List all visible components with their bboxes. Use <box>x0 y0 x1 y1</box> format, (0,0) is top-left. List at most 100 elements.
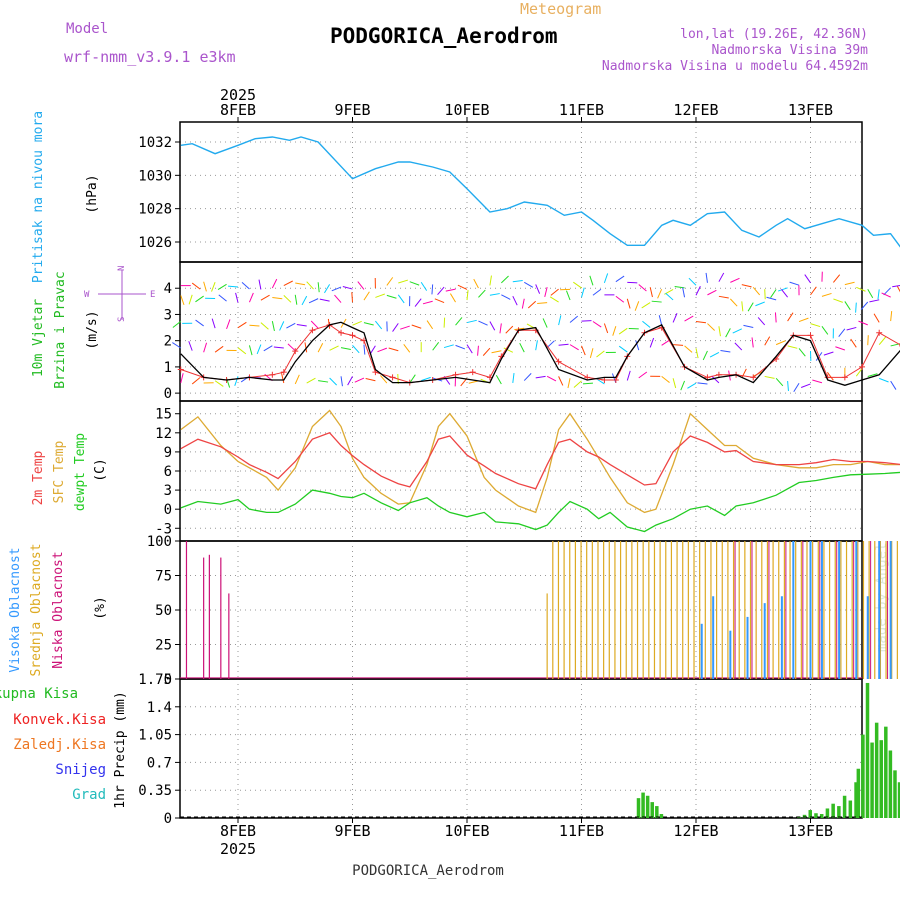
sfctemp-label: SFC Temp <box>52 441 67 504</box>
wind-arrow <box>320 299 330 301</box>
wind-arrow <box>272 279 276 288</box>
precip-bar <box>884 727 888 818</box>
precip-legend-hail: Grad <box>72 787 106 803</box>
y-tick-label: 25 <box>155 638 172 654</box>
precip-bar <box>646 796 650 818</box>
wind-arrow <box>847 327 857 330</box>
y-tick-label: 1 <box>164 360 172 376</box>
wind-arrow <box>389 348 399 351</box>
wind-arrow <box>790 282 800 285</box>
meteogram-label: Meteogram <box>520 0 601 18</box>
wind-arrow <box>748 303 753 312</box>
plots-layer: 102610281030103201234-303691215025507510… <box>138 101 900 840</box>
wind-arrow <box>272 321 274 331</box>
wind-arrow <box>467 320 477 322</box>
wind-arrow <box>524 282 533 287</box>
wind-arrow <box>500 323 501 333</box>
wind-gust-marker <box>876 330 882 336</box>
wind-arrow <box>835 347 844 350</box>
wind-arrow <box>228 286 238 287</box>
precip-bar <box>849 801 853 818</box>
wind-arrow <box>719 296 729 298</box>
wind-arrow <box>639 372 647 378</box>
wind-arrow <box>735 343 742 350</box>
precip-bar <box>861 735 865 818</box>
wind-speed-line <box>181 322 900 385</box>
wind-arrow <box>771 289 777 297</box>
wind-arrow <box>543 318 547 327</box>
wind-arrow <box>446 289 456 291</box>
wind-arrow <box>297 324 307 326</box>
y-tick-label: 2 <box>164 334 172 350</box>
wind-arrow <box>536 376 546 378</box>
precip-bar <box>879 740 883 818</box>
wind-arrow <box>574 381 582 388</box>
precip-bar <box>870 743 874 818</box>
wind-arrow <box>765 376 775 378</box>
wind-arrow <box>364 323 374 325</box>
wind-subtitle: Brzina i Pravac <box>53 271 68 388</box>
wind-arrow <box>650 287 652 297</box>
wind-arrow <box>192 378 200 384</box>
footer-title: PODGORICA_Aerodrom <box>352 863 504 879</box>
wind-arrow <box>687 383 696 388</box>
wind-arrow <box>227 319 230 328</box>
y-tick-label: 0.7 <box>147 755 172 771</box>
wind-arrow <box>501 295 510 300</box>
wind-arrow <box>719 273 724 282</box>
wind-arrow <box>528 301 535 308</box>
wind-arrow <box>421 282 426 290</box>
wind-arrow <box>597 351 605 357</box>
cloud-high-label: Visoka Oblacnost <box>8 547 23 672</box>
wind-arrow <box>781 289 787 297</box>
wind-arrow <box>341 376 342 386</box>
wind-arrow <box>547 341 554 348</box>
wind-gust-marker <box>269 372 275 378</box>
wind-arrow <box>891 381 896 389</box>
y-tick-label: 75 <box>155 569 172 585</box>
wind-arrow <box>189 295 192 305</box>
wind-arrow <box>892 285 900 287</box>
wind-arrow <box>332 287 341 291</box>
wind-arrow <box>215 381 223 387</box>
wind-gust-marker <box>390 374 396 380</box>
wind-arrow <box>612 373 615 382</box>
wind-arrow <box>593 289 601 295</box>
wind-arrow <box>501 276 508 283</box>
wind-arrow <box>613 326 616 336</box>
wind-arrow <box>742 301 743 311</box>
wind-arrow <box>393 323 399 331</box>
wind-arrow <box>506 326 513 333</box>
wind-arrow <box>593 321 601 327</box>
wind-arrow <box>753 287 759 295</box>
wind-arrow <box>766 297 776 300</box>
wind-arrow <box>799 348 805 356</box>
wind-arrow <box>812 380 822 383</box>
x-day-label-bottom: 13FEB <box>788 822 833 840</box>
y-tick-label: 1030 <box>138 168 172 184</box>
wind-arrow <box>573 282 581 288</box>
wind-arrow <box>318 343 323 352</box>
wind-arrow <box>295 295 297 305</box>
wind-arrow <box>536 340 538 350</box>
wind-arrow <box>833 275 839 283</box>
wind-arrow <box>353 345 360 352</box>
wind-arrow <box>650 338 653 347</box>
wind-arrow <box>412 325 421 328</box>
wind-arrow <box>212 282 216 291</box>
wind-arrow <box>566 291 570 300</box>
precip-bar <box>637 798 641 818</box>
wind-arrow <box>444 345 454 348</box>
wind-arrow <box>353 321 362 325</box>
wind-arrow <box>743 325 753 327</box>
y-tick-label: 6 <box>164 464 172 480</box>
wind-arrow <box>776 378 783 385</box>
wind-arrow <box>707 324 714 331</box>
wind-arrow <box>658 289 662 298</box>
wind-arrow <box>492 351 502 353</box>
precip-ylabel: 1hr Precip (mm) <box>113 691 128 808</box>
wind-arrow <box>181 295 184 304</box>
wind-arrow <box>295 283 305 285</box>
